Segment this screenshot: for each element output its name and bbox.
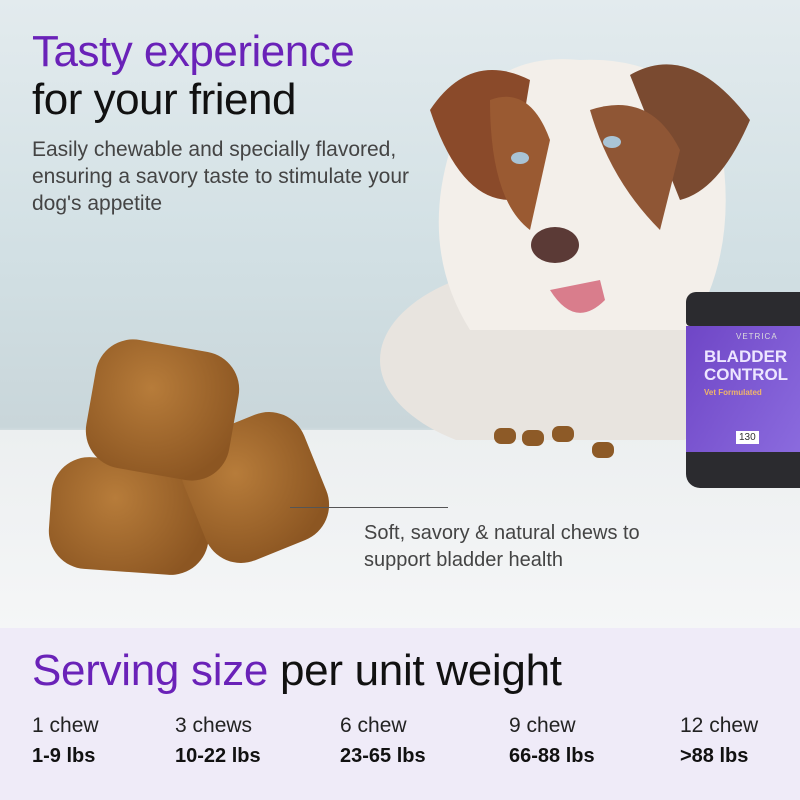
headline: Tasty experience for your friend — [32, 27, 355, 124]
small-chew — [552, 426, 574, 442]
product-brand: VETRICA — [736, 332, 778, 341]
serving-item: 12 chew >88 lbs — [680, 714, 759, 767]
small-chew — [592, 442, 614, 458]
callout-text: Soft, savory & natural chews to support … — [364, 522, 640, 571]
dog-photo — [380, 59, 760, 440]
serving-item: 9 chew 66-88 lbs — [509, 714, 595, 767]
product-tagline: Vet Formulated — [704, 388, 762, 397]
serving-item: 3 chews 10-22 lbs — [175, 714, 261, 767]
subheadline: Easily chewable and specially flavored, … — [32, 138, 410, 215]
product-jar: VETRICA BLADDER CONTROL Vet Formulated 13… — [686, 292, 800, 488]
serving-item: 1 chew 1-9 lbs — [32, 714, 99, 767]
chews-stack — [46, 333, 341, 580]
serving-item: 6 chew 23-65 lbs — [340, 714, 426, 767]
serving-title: Serving size per unit weight — [32, 646, 562, 695]
small-chew — [522, 430, 544, 446]
serving-size-panel: Serving size per unit weight 1 chew 1-9 l… — [0, 628, 800, 800]
hero-section: VETRICA BLADDER CONTROL Vet Formulated 13… — [0, 0, 800, 628]
callout-pointer-line — [290, 507, 448, 508]
product-name: BLADDER CONTROL — [704, 347, 789, 384]
small-chew — [494, 428, 516, 444]
product-count: 130 — [736, 431, 759, 444]
